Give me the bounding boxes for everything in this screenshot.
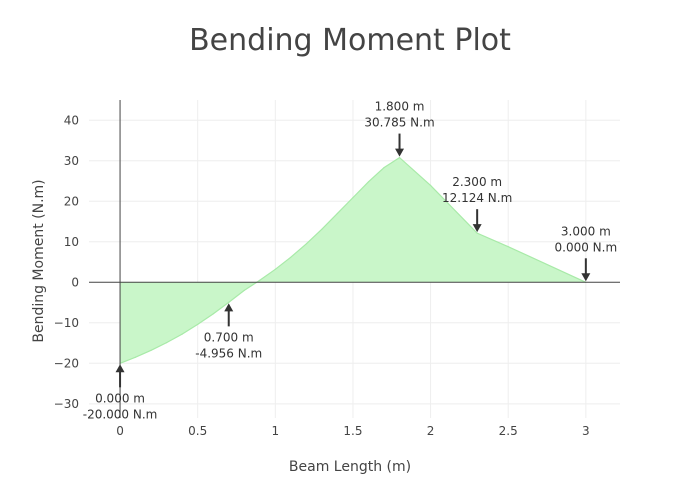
x-tick-label: 0.5 bbox=[188, 424, 207, 438]
y-tick-label: −20 bbox=[54, 356, 79, 370]
annotations: 0.000 m -20.000 N.m 0.700 m -4.956 N.m 1.800… bbox=[83, 100, 617, 422]
data-point bbox=[274, 268, 276, 270]
x-tick-label: 2.5 bbox=[499, 424, 518, 438]
annotation-position-label: 3.000 m bbox=[561, 224, 611, 238]
y-tick-label: 0 bbox=[71, 275, 79, 289]
annotation: 0.700 m -4.956 N.m bbox=[195, 303, 262, 360]
x-axis-title: Beam Length (m) bbox=[289, 459, 411, 475]
moment-area-fill bbox=[120, 157, 586, 364]
data-point bbox=[321, 228, 323, 230]
annotation-position-label: 2.300 m bbox=[452, 175, 502, 189]
annotation-arrow-head bbox=[115, 364, 125, 373]
data-point bbox=[367, 181, 370, 183]
y-tick-label: 10 bbox=[64, 235, 79, 249]
y-tick-label: 20 bbox=[64, 194, 79, 208]
y-tick-label: 30 bbox=[64, 154, 79, 168]
annotation-value-label: 12.124 N.m bbox=[442, 191, 512, 205]
data-point bbox=[134, 356, 137, 358]
data-point bbox=[476, 232, 478, 234]
annotation: 3.000 m 0.000 N.m bbox=[555, 224, 618, 282]
annotation: 1.800 m 30.785 N.m bbox=[364, 100, 435, 157]
annotation-value-label: -20.000 N.m bbox=[83, 407, 158, 421]
data-point bbox=[228, 301, 230, 303]
annotation-position-label: 0.000 m bbox=[95, 391, 145, 405]
chart-title: Bending Moment Plot bbox=[189, 23, 511, 58]
x-tick-label: 3 bbox=[582, 424, 590, 438]
data-point bbox=[352, 197, 354, 199]
data-point bbox=[383, 167, 385, 169]
tick-labels: 0 0.5 1 1.5 2 2.5 3 −30 −20 −10 0 10 20 30 40 bbox=[54, 113, 590, 438]
data-point bbox=[212, 313, 214, 315]
annotation-arrow-head bbox=[395, 148, 405, 157]
y-tick-label: −30 bbox=[54, 397, 79, 411]
x-tick-label: 2 bbox=[427, 424, 435, 438]
annotation-arrow-head bbox=[472, 224, 482, 233]
x-tick-label: 1.5 bbox=[343, 424, 362, 438]
x-tick-label: 1 bbox=[271, 424, 279, 438]
data-point bbox=[166, 342, 168, 344]
data-point bbox=[398, 156, 401, 159]
y-tick-label: −10 bbox=[54, 316, 79, 330]
annotation: 0.000 m -20.000 N.m bbox=[83, 364, 158, 421]
annotation-position-label: 1.800 m bbox=[375, 100, 425, 114]
annotation: 2.300 m 12.124 N.m bbox=[442, 175, 512, 233]
data-point bbox=[197, 323, 199, 326]
plot-area bbox=[119, 156, 587, 364]
data-point bbox=[290, 256, 292, 258]
y-tick-label: 40 bbox=[64, 113, 79, 127]
annotation-arrow-head bbox=[224, 303, 234, 312]
data-point bbox=[429, 184, 432, 187]
data-point bbox=[150, 349, 152, 351]
annotation-value-label: 0.000 N.m bbox=[555, 240, 618, 254]
annotation-arrow-head bbox=[581, 273, 591, 282]
data-point bbox=[336, 212, 339, 215]
data-point bbox=[507, 246, 509, 248]
annotation-position-label: 0.700 m bbox=[204, 330, 254, 344]
x-tick-label: 0 bbox=[116, 424, 124, 438]
annotation-value-label: 30.785 N.m bbox=[364, 116, 434, 130]
data-point bbox=[243, 289, 245, 291]
y-axis-title: Bending Moment (N.m) bbox=[31, 179, 47, 342]
annotation-value-label: -4.956 N.m bbox=[195, 346, 262, 360]
data-point bbox=[259, 279, 261, 281]
data-point bbox=[305, 243, 307, 245]
data-point bbox=[181, 333, 183, 335]
